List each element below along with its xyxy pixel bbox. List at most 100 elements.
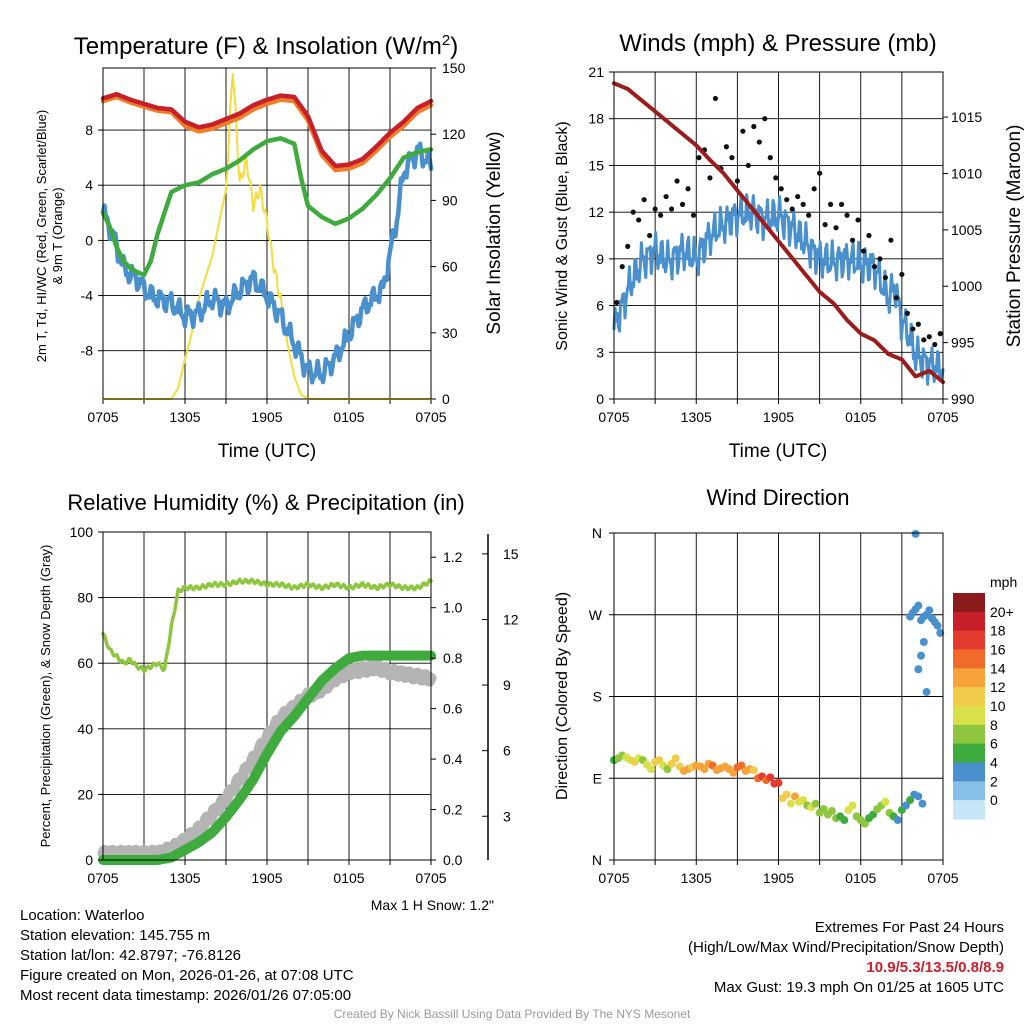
dir-point: [911, 529, 920, 538]
dir-point: [827, 806, 836, 815]
max-gust-text: Max Gust: 19.3 mph On 01/25 at 1605 UTC: [713, 979, 1004, 996]
temp-ytick-left-label: -8: [81, 343, 94, 359]
wind-gust-point: [795, 193, 801, 200]
colorbar-label: 6: [990, 736, 998, 752]
location-text: Location: Waterloo: [20, 907, 145, 924]
wind-ytick-left-label: 6: [596, 298, 604, 314]
wind-ytick-left-label: 15: [588, 157, 604, 173]
wind-gust-point: [619, 264, 625, 270]
dir-point: [869, 810, 878, 819]
temp-series-9m-t: [100, 94, 434, 173]
extremes-values: 10.9/5.3/13.5/0.8/8.9: [866, 959, 1004, 976]
rh-ytick-left-label: 0: [85, 852, 93, 868]
colorbar-swatch: [953, 800, 985, 820]
wind-gust-point: [767, 155, 773, 161]
dir-point: [729, 768, 738, 777]
dir-point: [799, 796, 808, 805]
extremes-block: Extremes For Past 24 Hours (High/Low/Max…: [688, 918, 1004, 998]
temp-ylabel-left: 2m T, Td, HI/WC (Red, Green, Scarlet/Blu…: [34, 110, 49, 362]
wind-xtick-label: 1305: [681, 409, 712, 425]
wind-gust-point: [882, 274, 889, 281]
rh-ytick-snow-label: 9: [503, 677, 511, 693]
wind-gust-point: [641, 197, 647, 203]
wind-gust-point: [647, 232, 653, 239]
wind-gust-point: [625, 243, 631, 249]
dir-point: [671, 754, 680, 763]
temp-ylabel-right: Solar Insolation (Yellow): [484, 131, 505, 334]
colorbar-swatch: [953, 781, 985, 801]
temp-ytick-right-label: 150: [442, 60, 466, 76]
wind-ytick-left-label: 9: [596, 251, 604, 267]
wind-gust-point: [690, 212, 697, 218]
wind-ytick-right-label: 1005: [951, 222, 982, 238]
wind-ytick-left-label: 21: [588, 64, 604, 80]
dir-point: [919, 638, 928, 646]
wind-gust-point: [849, 237, 856, 243]
wind-gust-point: [817, 170, 823, 176]
colorbar-label: 14: [990, 660, 1006, 676]
rh-series-relative-humidity: [101, 577, 433, 674]
wind-gust-point: [773, 175, 779, 181]
rh-ytick-snow-label: 3: [503, 808, 511, 824]
wind-gust-point: [866, 232, 872, 239]
dir-point: [667, 759, 676, 768]
colorbar-title: mph: [990, 574, 1017, 590]
temp-xtick-label: 1305: [169, 409, 200, 425]
temp-ytick-right-label: 60: [442, 259, 458, 275]
rh-ytick-left-label: 40: [77, 721, 93, 737]
wind-ytick-left-label: 3: [596, 344, 604, 360]
colorbar-swatch: [953, 649, 985, 669]
colorbar-label: 20+: [990, 604, 1014, 620]
dir-point: [786, 799, 795, 808]
dir-point: [881, 797, 890, 806]
rh-ytick-precip-label: 0.0: [443, 852, 463, 868]
dir-point: [766, 773, 775, 782]
temp-ytick-left-label: 0: [85, 232, 93, 248]
wind-gust-point: [745, 162, 751, 169]
wind-gust-point: [652, 206, 658, 212]
wind-ytick-right-label: 1000: [951, 278, 982, 294]
dir-point: [774, 778, 783, 787]
rh-ytick-snow-label: 12: [503, 611, 519, 627]
temp-series-wind-chill: [100, 141, 434, 385]
dir-point: [901, 801, 910, 810]
rh-ytick-snow-label: 6: [503, 743, 511, 759]
wind-ytick-right-label: 1015: [951, 109, 982, 125]
wind-gust-point: [937, 331, 943, 337]
dir-xtick-label: 0705: [598, 870, 629, 886]
temp-xtick-label: 0705: [87, 409, 118, 425]
wind-gust-point: [723, 144, 730, 150]
wind-gust-point: [707, 175, 713, 181]
wind-gust-point: [696, 155, 702, 161]
dir-point: [790, 792, 799, 801]
colorbar-swatch: [953, 724, 985, 745]
colorbar-label: 8: [990, 717, 998, 733]
wind-gust-point: [762, 116, 768, 122]
colorbar-swatch: [953, 762, 985, 782]
wind-gust-point: [910, 326, 916, 332]
wind-ytick-left-label: 18: [588, 111, 604, 127]
extremes-legend: (High/Low/Max Wind/Precipitation/Snow De…: [688, 939, 1004, 956]
colorbar-label: 4: [990, 755, 998, 771]
wind-ylabel-right: Station Pressure (Maroon): [1004, 125, 1024, 348]
dir-point: [914, 792, 923, 801]
wind-gust-point: [784, 197, 790, 203]
colorbar-swatch: [953, 593, 985, 613]
dir-point: [917, 651, 926, 660]
dir-point: [936, 628, 945, 637]
wind-gust-point: [855, 217, 861, 223]
wind-gust-point: [729, 155, 735, 161]
dir-point: [840, 816, 849, 825]
wind-gust-point: [751, 123, 757, 130]
temp-ytick-left-label: -4: [81, 288, 94, 304]
credit-line: Created By Nick Bassill Using Data Provi…: [333, 1007, 691, 1021]
wind-gust-point: [915, 321, 921, 327]
wind-gust-point: [630, 209, 636, 215]
wind-gust-point: [877, 256, 883, 262]
colorbar-swatch: [953, 687, 985, 707]
temp-ytick-right-label: 120: [442, 126, 466, 142]
rh-ytick-left-label: 100: [70, 524, 94, 540]
wind-xtick-label: 1905: [763, 409, 794, 425]
rh-series-snow-depth: [97, 659, 437, 863]
